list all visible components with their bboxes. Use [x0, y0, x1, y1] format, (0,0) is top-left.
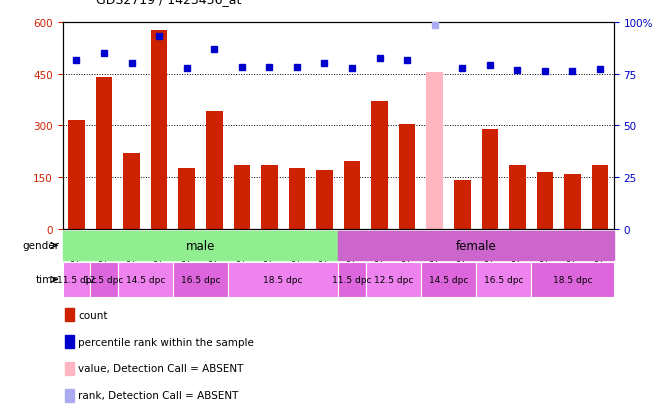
- Bar: [288, 169, 305, 229]
- Bar: [65, 335, 75, 348]
- Bar: [96, 78, 112, 229]
- Text: 16.5 dpc: 16.5 dpc: [484, 275, 523, 284]
- Text: 12.5 dpc: 12.5 dpc: [84, 275, 123, 284]
- Bar: [372, 102, 388, 229]
- Text: 18.5 dpc: 18.5 dpc: [552, 275, 592, 284]
- Bar: [151, 31, 168, 229]
- Text: value, Detection Call = ABSENT: value, Detection Call = ABSENT: [78, 363, 244, 374]
- Bar: [338, 262, 366, 297]
- Text: 16.5 dpc: 16.5 dpc: [181, 275, 220, 284]
- Text: 18.5 dpc: 18.5 dpc: [263, 275, 303, 284]
- Bar: [63, 262, 90, 297]
- Bar: [123, 154, 140, 229]
- Bar: [261, 166, 278, 229]
- Text: count: count: [78, 310, 108, 320]
- Bar: [421, 262, 476, 297]
- Bar: [65, 362, 75, 375]
- Bar: [564, 174, 581, 229]
- Bar: [366, 262, 421, 297]
- Bar: [206, 112, 222, 229]
- Bar: [338, 231, 614, 260]
- Bar: [228, 262, 339, 297]
- Text: 11.5 dpc: 11.5 dpc: [57, 275, 96, 284]
- Text: gender: gender: [22, 241, 59, 251]
- Bar: [178, 169, 195, 229]
- Text: rank, Detection Call = ABSENT: rank, Detection Call = ABSENT: [78, 390, 238, 401]
- Bar: [63, 231, 338, 260]
- Bar: [531, 262, 614, 297]
- Bar: [68, 121, 84, 229]
- Bar: [537, 173, 553, 229]
- Bar: [234, 166, 250, 229]
- Text: GDS2719 / 1423456_at: GDS2719 / 1423456_at: [96, 0, 241, 6]
- Bar: [399, 124, 415, 229]
- Bar: [454, 181, 471, 229]
- Text: female: female: [455, 239, 496, 252]
- Bar: [476, 262, 531, 297]
- Bar: [592, 166, 609, 229]
- Bar: [316, 171, 333, 229]
- Bar: [482, 129, 498, 229]
- Bar: [173, 262, 228, 297]
- Bar: [90, 262, 118, 297]
- Text: male: male: [185, 239, 215, 252]
- Bar: [65, 389, 75, 402]
- Bar: [509, 166, 525, 229]
- Text: 14.5 dpc: 14.5 dpc: [429, 275, 468, 284]
- Bar: [344, 162, 360, 229]
- Bar: [65, 309, 75, 321]
- Text: 12.5 dpc: 12.5 dpc: [374, 275, 413, 284]
- Text: 14.5 dpc: 14.5 dpc: [125, 275, 165, 284]
- Text: percentile rank within the sample: percentile rank within the sample: [78, 337, 254, 347]
- Text: 11.5 dpc: 11.5 dpc: [332, 275, 372, 284]
- Text: time: time: [36, 275, 59, 285]
- Bar: [117, 262, 173, 297]
- Bar: [426, 73, 443, 229]
